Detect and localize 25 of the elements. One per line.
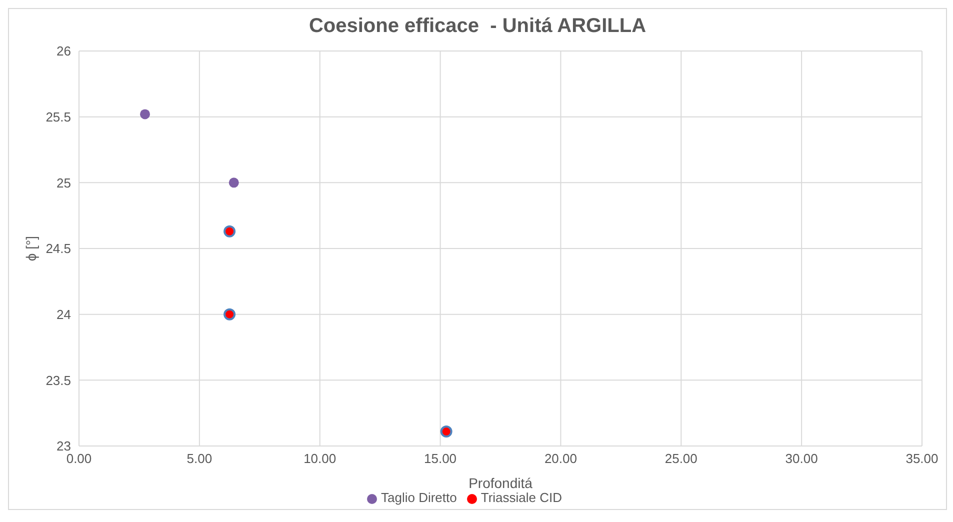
point [224,225,236,238]
x-tick-label: 35.00 [906,451,938,466]
y-tick-label: 24 [56,306,71,322]
x-tick-label: 25.00 [664,451,698,466]
point [228,178,239,188]
x-axis-title: Profonditá [468,475,533,491]
x-tick-label: 20.00 [544,451,577,466]
y-tick-label: 25 [56,175,71,190]
y-tick-label: 24.5 [46,241,71,256]
y-tick-label: 23 [56,438,71,454]
point [140,109,150,120]
y-axis-title: ϕ [°] [22,236,39,262]
x-tick-label: 5.00 [186,451,212,466]
x-tick-label: 30.00 [785,451,818,466]
legend-label: Taglio Diretto [380,490,457,505]
x-tick-label: 10.00 [304,451,336,466]
chart-title: Coesione efficace - Unitá ARGILLA [308,14,648,39]
y-tick-label: 23.5 [46,372,71,388]
x-tick-label: 0.00 [66,451,92,466]
point [440,426,452,438]
y-tick-label: 25.5 [46,109,71,124]
y-tick-label: 26 [56,44,71,59]
legend-label: Triassiale CID [480,490,562,505]
point [224,308,236,320]
x-tick-label: 15.00 [424,451,457,466]
